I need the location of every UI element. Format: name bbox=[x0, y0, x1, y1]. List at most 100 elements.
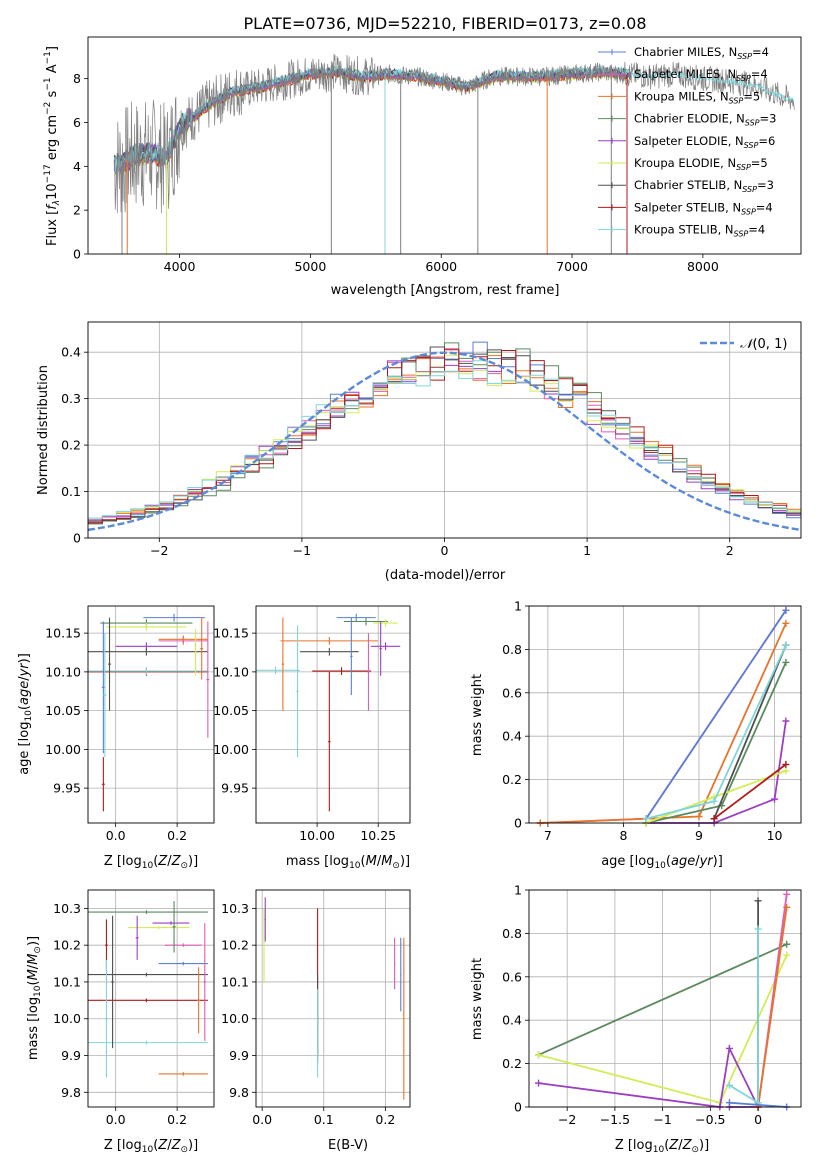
errorbar-point-chabrier_miles bbox=[350, 617, 353, 696]
y-tick-label: 0 bbox=[514, 816, 522, 831]
errorbar-point-kroupa_miles bbox=[280, 637, 379, 645]
x-tick-label: −2 bbox=[150, 543, 168, 558]
y-tick-label: 0.8 bbox=[502, 926, 522, 941]
y-tick-label: 10.3 bbox=[221, 901, 249, 916]
residuals-data-layer bbox=[88, 322, 801, 538]
weight-marker-kroupa_elodie bbox=[783, 951, 791, 959]
y-tick-label: 6 bbox=[73, 115, 81, 130]
weight-vs-z-panel: −2 −1.5 −1 −0.5 0 0 0.2 0.4 0.6 0.8 1 Z [log10(Z/Z… bbox=[470, 883, 802, 1155]
figure-title: PLATE=0736, MJD=52210, FIBERID=0173, z=0… bbox=[243, 14, 646, 33]
weight-line-chabrier_elodie bbox=[538, 943, 788, 1056]
y-tick-label: 10.15 bbox=[213, 626, 249, 641]
legend-subscript: SSP bbox=[729, 96, 744, 105]
errorbar-point-chabrier_elodie bbox=[88, 910, 208, 914]
x-tick-label: 6000 bbox=[425, 259, 457, 274]
weight-marker-kroupa_stelib bbox=[710, 797, 718, 805]
model-spectrum-tail bbox=[630, 71, 795, 103]
observed-spectrum bbox=[113, 53, 795, 214]
weight-marker-chabrier_miles bbox=[725, 1099, 733, 1107]
spectrum-data-layer bbox=[113, 53, 795, 254]
mass-vs-z-data-layer bbox=[88, 890, 214, 1107]
y-tick-label: 0.4 bbox=[502, 1013, 522, 1028]
errorbar-point-salpeter_miles bbox=[393, 937, 396, 990]
axes-frame bbox=[528, 605, 802, 824]
residuals-xlabel: (data-model)/error bbox=[385, 568, 506, 583]
errorbar-point-chabrier_elodie bbox=[172, 901, 176, 953]
legend-label-chabrier_elodie: Chabrier ELODIE, NSSP=3 bbox=[634, 112, 776, 128]
x-tick-label: 8 bbox=[619, 828, 627, 843]
legend-label-chabrier_stelib: Chabrier STELIB, NSSP=3 bbox=[634, 178, 774, 194]
errorbar-point-salpeter_miles bbox=[203, 923, 207, 1041]
age-vs-mass-panel: 10.00 10.25 9.95 10.00 10.05 10.10 10.15 mass … bbox=[213, 605, 411, 871]
y-tick-label: 4 bbox=[73, 159, 81, 174]
age-vs-mass-xlabel: mass [log10(M/M⊙)] bbox=[286, 854, 410, 871]
y-tick-label: 8 bbox=[73, 71, 81, 86]
grid-layer bbox=[256, 890, 410, 1107]
x-tick-label: −2 bbox=[558, 1112, 576, 1127]
weight-marker-chabrier_elodie bbox=[783, 940, 791, 948]
weight-marker-kroupa_stelib bbox=[725, 1081, 733, 1089]
legend-subscript: SSP bbox=[745, 119, 760, 128]
y-tick-label: 0.1 bbox=[61, 484, 81, 499]
legend-value: =4 bbox=[752, 45, 769, 59]
y-tick-label: 0.4 bbox=[61, 345, 81, 360]
grid-layer bbox=[256, 606, 410, 823]
x-tick-label: 1 bbox=[583, 543, 591, 558]
axes-frame bbox=[255, 889, 411, 1108]
legend-label-salpeter_miles: Salpeter MILES, NSSP=4 bbox=[634, 67, 768, 83]
weight-marker-chabrier_miles bbox=[782, 606, 790, 614]
x-tick-label: 8000 bbox=[687, 259, 719, 274]
errorbar-point-kroupa_miles bbox=[281, 617, 285, 711]
legend-label-kroupa_elodie: Kroupa ELODIE, NSSP=5 bbox=[634, 156, 768, 172]
mass-vs-z-xlabel: Z [log10(Z/Z⊙)] bbox=[104, 1138, 198, 1155]
y-tick-label: 0 bbox=[73, 247, 81, 262]
errorbar-point-kroupa_miles bbox=[200, 617, 204, 680]
y-tick-label: 1 bbox=[514, 883, 522, 898]
errorbar-point-chabrier_miles bbox=[336, 613, 376, 622]
errorbar-point-kroupa_stelib bbox=[103, 633, 107, 758]
legend-value: =3 bbox=[760, 112, 777, 126]
x-tick-label: 7000 bbox=[556, 259, 588, 274]
errorbar-point-kroupa_miles bbox=[197, 967, 201, 1034]
axes-frame bbox=[87, 36, 802, 255]
errorbar-point-salpeter_elodie bbox=[135, 915, 139, 960]
weight-vs-z-xlabel: Z [log10(Z/Z⊙)] bbox=[615, 1138, 709, 1155]
errorbar-point-kroupa_miles bbox=[158, 635, 208, 644]
errorbar-point-chabrier_miles bbox=[143, 613, 205, 622]
x-tick-label: −1 bbox=[293, 543, 311, 558]
y-tick-label: 0.2 bbox=[502, 772, 522, 787]
x-tick-label: 9 bbox=[695, 828, 703, 843]
y-tick-label: 0.2 bbox=[61, 438, 81, 453]
weight-line-salpeter_stelib bbox=[713, 763, 787, 820]
weight-marker-salpeter_miles bbox=[783, 890, 791, 898]
weight-marker-salpeter_stelib bbox=[782, 760, 790, 768]
errorbar-point-kroupa_stelib bbox=[316, 989, 319, 1078]
y-tick-label: 2 bbox=[73, 203, 81, 218]
x-tick-label: 0.1 bbox=[314, 1112, 334, 1127]
errorbar-point-chabrier_stelib bbox=[111, 915, 115, 1049]
weight-line-chabrier_miles bbox=[645, 609, 787, 820]
age-vs-mass-axes: 10.00 10.25 9.95 10.00 10.05 10.10 10.15 bbox=[213, 605, 411, 843]
errorbar-point-kroupa_elodie bbox=[106, 623, 187, 631]
x-tick-label: 0.0 bbox=[106, 1112, 126, 1127]
axes-frame bbox=[87, 605, 215, 824]
x-tick-label: 5000 bbox=[294, 259, 326, 274]
age-vs-z-xlabel: Z [log10(Z/Z⊙)] bbox=[104, 854, 198, 871]
spectrum-panel: 4000 5000 6000 7000 8000 0 2 4 6 8 wavelength [An… bbox=[43, 36, 802, 298]
y-tick-label: 10.00 bbox=[213, 742, 249, 757]
mass-vs-ebv-xlabel: E(B-V) bbox=[328, 1138, 368, 1153]
legend-subscript: SSP bbox=[736, 163, 751, 172]
weight-marker-kroupa_miles bbox=[782, 619, 790, 627]
x-tick-label: 10.00 bbox=[299, 828, 335, 843]
errorbar-point-salpeter_elodie bbox=[379, 621, 382, 676]
errorbar-point-salpeter_stelib bbox=[328, 671, 331, 812]
x-tick-label: 0.0 bbox=[106, 828, 126, 843]
errorbar-point-salpeter_elodie bbox=[152, 921, 190, 925]
legend-label-salpeter_stelib: Salpeter STELIB, NSSP=4 bbox=[634, 200, 773, 216]
weight-vs-z-data-layer bbox=[529, 889, 801, 1111]
y-tick-label: 9.95 bbox=[53, 781, 81, 796]
axes-frame bbox=[528, 889, 802, 1108]
y-tick-label: 0.4 bbox=[502, 729, 522, 744]
y-tick-label: 9.8 bbox=[61, 1085, 81, 1100]
